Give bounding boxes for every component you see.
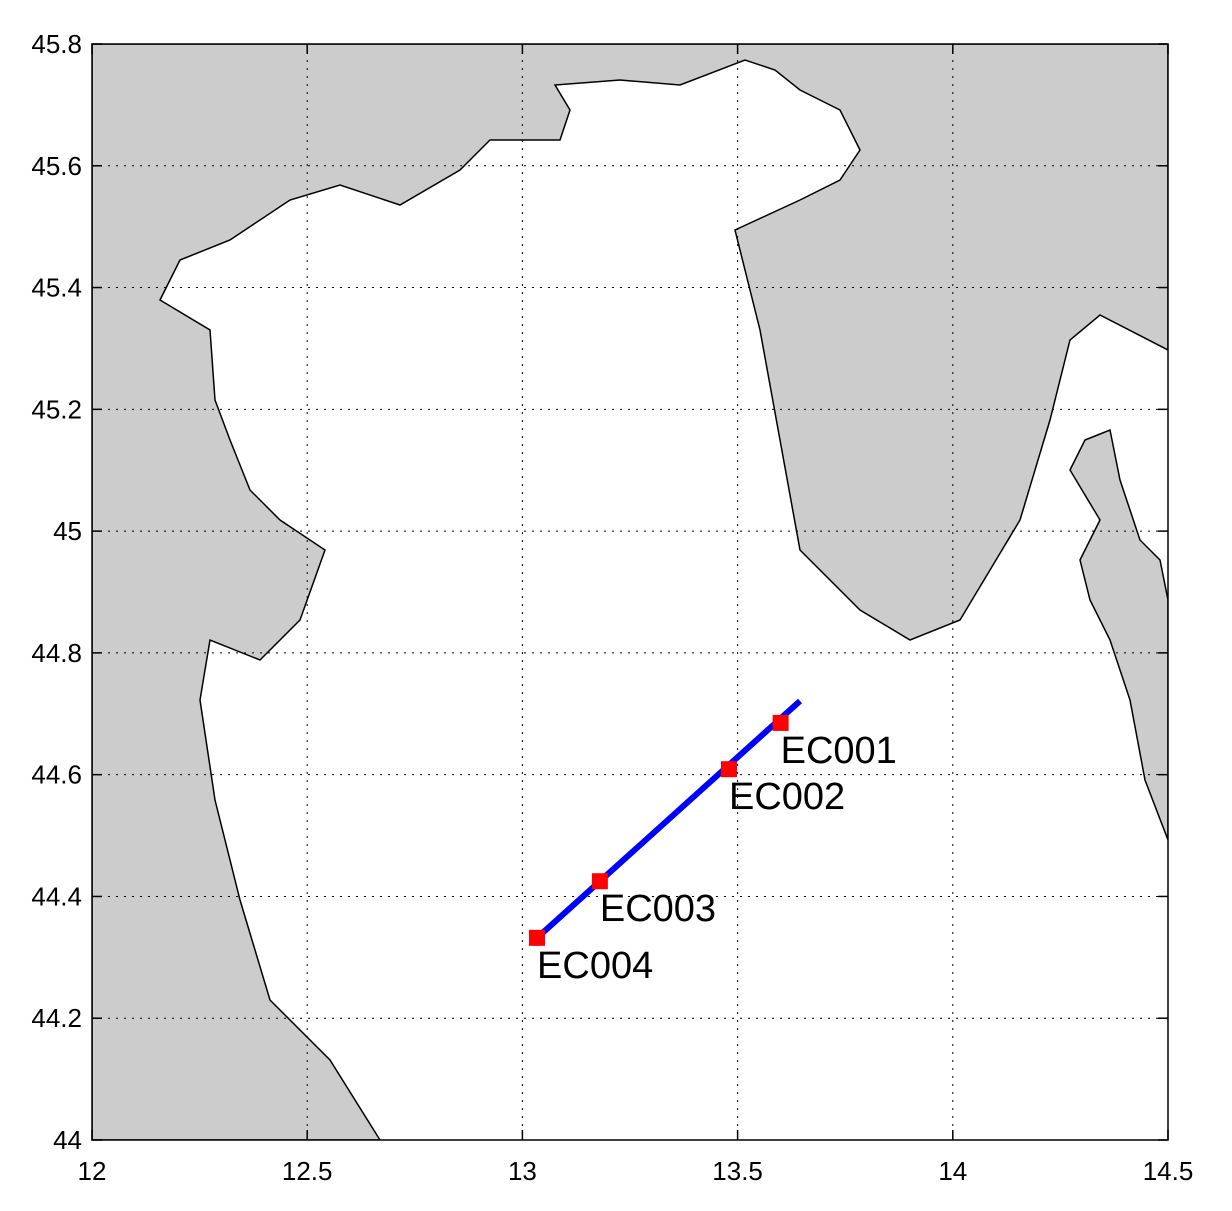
x-tick-label: 14	[938, 1156, 967, 1186]
x-tick-label: 13.5	[712, 1156, 763, 1186]
y-tick-label: 44.8	[31, 638, 82, 668]
x-tick-label: 12	[78, 1156, 107, 1186]
y-tick-label: 44.2	[31, 1003, 82, 1033]
x-tick-label: 12.5	[282, 1156, 333, 1186]
y-tick-label: 44.4	[31, 881, 82, 911]
station-label: EC001	[781, 730, 897, 772]
station-label: EC003	[600, 888, 716, 930]
y-tick-label: 45.4	[31, 273, 82, 303]
transect-line	[535, 698, 803, 941]
station-marker	[772, 714, 789, 731]
station-marker	[529, 929, 546, 946]
island	[1069, 428, 1168, 841]
x-tick-label: 14.5	[1143, 1156, 1194, 1186]
station-marker	[720, 761, 737, 778]
station-label: EC004	[537, 945, 653, 987]
y-tick-label: 45.6	[31, 151, 82, 181]
y-tick-label: 45.2	[31, 394, 82, 424]
x-tick-label: 13	[508, 1156, 537, 1186]
land-mass	[92, 44, 1168, 1140]
y-tick-label: 44.6	[31, 760, 82, 790]
land	[92, 44, 1168, 1140]
y-tick-label: 44	[53, 1125, 82, 1155]
station-marker	[591, 873, 608, 890]
y-tick-label: 45	[53, 516, 82, 546]
station-label: EC002	[729, 776, 845, 818]
y-tick-label: 45.8	[31, 29, 82, 59]
